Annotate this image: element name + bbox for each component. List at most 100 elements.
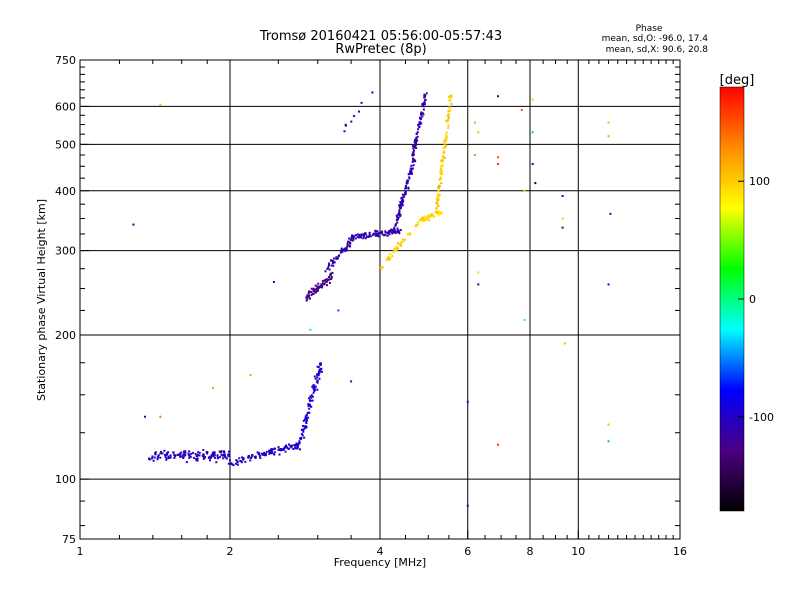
y-tick-label: 600 [55,100,76,113]
data-point [156,455,159,458]
data-point [418,126,421,129]
data-points [132,91,612,507]
data-point [420,122,423,125]
data-point [421,112,424,115]
data-point [280,449,283,452]
data-point [179,453,182,456]
data-point [293,444,296,447]
data-point [206,451,209,454]
data-point [424,98,427,101]
data-point [341,250,344,253]
data-point [444,119,447,122]
data-point [312,385,315,388]
data-point [407,187,410,190]
data-point [448,99,451,102]
data-point [256,451,259,454]
data-point [296,446,299,449]
data-point [415,146,418,149]
data-point [440,165,443,168]
data-point [318,372,321,375]
data-point [223,454,226,457]
stats-line-o: mean, sd,O: -96.0, 17.4 [602,34,709,44]
data-point [389,252,392,255]
data-point [423,219,426,222]
data-point [222,454,225,457]
data-point [434,211,437,214]
data-point [419,121,422,124]
data-point [285,446,288,449]
data-point [400,244,403,247]
data-point [523,189,526,192]
data-point [298,441,301,444]
data-point [191,451,194,454]
data-point [381,266,384,269]
data-point [409,170,412,173]
data-point [188,454,191,457]
stats-line-x: mean, sd,X: 90.6, 20.8 [606,45,709,55]
data-point [308,297,311,300]
data-point [437,194,440,197]
data-point [151,457,154,460]
data-point [450,102,453,105]
data-point [196,457,199,460]
data-point [324,278,327,281]
data-point [159,415,162,418]
data-point [313,384,316,387]
colorbar-tick-label: 100 [749,175,770,188]
data-point [311,292,314,295]
data-point [304,415,307,418]
data-point [261,453,264,456]
data-point [258,454,261,457]
data-point [314,284,317,287]
data-point [447,96,450,99]
data-point [173,456,176,459]
data-point [183,452,186,455]
data-point [310,294,313,297]
chart-title: Tromsø 20160421 05:56:00-05:57:43 [259,29,502,44]
data-point [447,115,450,118]
data-point [430,213,433,216]
data-point [227,453,230,456]
data-point [396,218,399,221]
data-point [416,135,419,138]
data-point [352,238,355,241]
data-point [341,249,344,252]
data-point [328,262,331,265]
data-point [294,444,297,447]
data-point [394,232,397,235]
data-point [400,197,403,200]
data-point [304,417,307,420]
y-tick-labels: 75 100 200 300 400 500 600 750 [55,54,76,546]
data-point [433,215,436,218]
data-point [227,462,230,465]
data-point [303,436,306,439]
data-point [607,121,610,124]
data-point [372,232,375,235]
data-point [299,448,302,451]
data-point [264,454,267,457]
data-point [242,458,245,461]
data-point [259,457,262,460]
data-point [561,226,564,229]
data-point [307,292,310,295]
colorbar-label: [deg] [720,73,755,88]
data-point [388,230,391,233]
data-point [442,152,445,155]
data-point [303,418,306,421]
data-point [210,455,213,458]
data-point [343,248,346,251]
data-point [364,232,367,235]
data-point [311,399,314,402]
data-point [398,244,401,247]
data-point [345,249,348,252]
data-point [418,218,421,221]
data-point [496,156,499,159]
data-point [318,369,321,372]
data-point [296,444,299,447]
data-point [173,454,176,457]
data-point [435,198,438,201]
data-point [317,374,320,377]
data-point [312,290,315,293]
data-point [353,115,356,118]
data-point [412,147,415,150]
